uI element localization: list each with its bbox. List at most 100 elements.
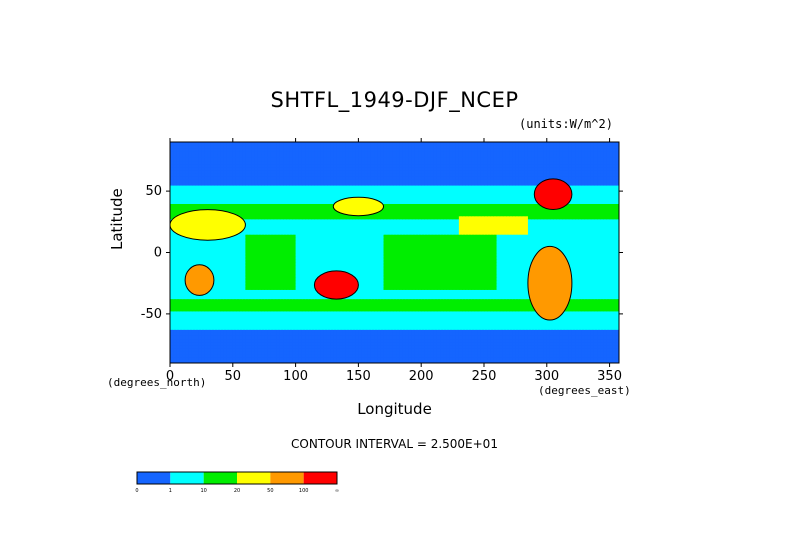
heatmap-cell <box>502 313 507 318</box>
heatmap-cell <box>364 335 369 340</box>
heatmap-cell <box>380 286 385 290</box>
heatmap-cell <box>584 341 589 346</box>
heatmap-cell <box>298 264 303 269</box>
heatmap-cell <box>581 341 586 346</box>
heatmap-cell <box>612 283 617 287</box>
heatmap-cell <box>273 295 278 300</box>
heatmap-cell <box>556 316 560 321</box>
heatmap-cell <box>188 313 193 318</box>
heatmap-cell <box>374 301 378 306</box>
heatmap-cell <box>427 307 432 312</box>
heatmap-cell <box>581 307 586 312</box>
heatmap-cell <box>267 304 272 309</box>
heatmap-cell <box>308 356 312 361</box>
heatmap-cell <box>414 270 419 275</box>
heatmap-cell <box>370 261 375 266</box>
heatmap-cell <box>257 258 262 263</box>
heatmap-cell <box>615 270 619 275</box>
heatmap-cell <box>370 332 375 336</box>
heatmap-cell <box>254 292 259 297</box>
heatmap-cell <box>465 304 469 309</box>
heatmap-cell <box>308 310 312 315</box>
heatmap-cell <box>477 289 482 293</box>
heatmap-cell <box>217 301 221 306</box>
heatmap-cell <box>477 301 482 306</box>
heatmap-cell <box>317 261 322 266</box>
heatmap-cell <box>502 310 507 315</box>
heatmap-cell <box>458 316 463 321</box>
heatmap-cell <box>198 335 202 340</box>
heatmap-cell <box>493 261 498 266</box>
heatmap-cell <box>317 310 322 315</box>
heatmap-cell <box>509 323 513 327</box>
heatmap-cell <box>292 316 297 321</box>
heatmap-cell <box>188 326 193 330</box>
heatmap-cell <box>254 338 259 343</box>
heatmap-cell <box>468 353 473 358</box>
heatmap-cell <box>298 320 303 324</box>
heatmap-cell <box>421 347 425 352</box>
heatmap-cell <box>217 329 221 333</box>
heatmap-cell <box>414 264 419 269</box>
heatmap-cell <box>549 359 554 363</box>
heatmap-cell <box>590 261 595 266</box>
heatmap-cell <box>571 301 576 306</box>
heatmap-cell <box>226 335 231 340</box>
heatmap-cell <box>185 289 190 293</box>
heatmap-cell <box>361 329 366 333</box>
heatmap-cell <box>483 283 488 287</box>
heatmap-cell <box>289 356 294 361</box>
heatmap-cell <box>320 270 325 275</box>
heatmap-cell <box>367 313 372 318</box>
heatmap-cell <box>195 298 199 303</box>
heatmap-cell <box>217 326 221 330</box>
heatmap-cell <box>195 258 199 263</box>
heatmap-cell <box>283 304 287 309</box>
heatmap-cell <box>195 316 199 321</box>
heatmap-cell <box>392 316 397 321</box>
heatmap-cell <box>323 255 328 260</box>
heatmap-cell <box>229 323 234 327</box>
heatmap-cell <box>524 255 529 260</box>
heatmap-cell <box>251 341 256 346</box>
heatmap-cell <box>515 323 520 327</box>
heatmap-cell <box>320 313 325 318</box>
heatmap-cell <box>380 313 385 318</box>
heatmap-cell <box>440 313 444 318</box>
heatmap-cell <box>427 359 432 363</box>
heatmap-cell <box>452 353 457 358</box>
heatmap-cell <box>182 295 187 300</box>
heatmap-cell <box>512 264 516 269</box>
heatmap-cell <box>556 347 560 352</box>
heatmap-cell <box>257 344 262 349</box>
heatmap-cell <box>179 323 184 327</box>
heatmap-cell <box>370 277 375 281</box>
heatmap-cell <box>534 335 538 340</box>
heatmap-cell <box>348 316 353 321</box>
heatmap-cell <box>374 326 378 330</box>
heatmap-cell <box>502 341 507 346</box>
heatmap-cell <box>273 255 278 260</box>
heatmap-cell <box>339 359 344 363</box>
heatmap-cell <box>443 320 447 324</box>
heatmap-cell <box>455 289 460 293</box>
heatmap-cell <box>568 341 573 346</box>
heatmap-cell <box>286 301 290 306</box>
heatmap-cell <box>424 270 429 275</box>
heatmap-cell <box>443 335 447 340</box>
heatmap-cell <box>314 313 319 318</box>
heatmap-cell <box>436 329 441 333</box>
heatmap-cell <box>195 295 199 300</box>
heatmap-cell <box>581 304 586 309</box>
heatmap-cell <box>210 258 215 263</box>
heatmap-cell <box>198 344 202 349</box>
heatmap-cell <box>477 353 482 358</box>
heatmap-cell <box>345 267 350 272</box>
heatmap-cell <box>261 326 265 330</box>
heatmap-cell <box>289 267 294 272</box>
heatmap-cell <box>257 261 262 266</box>
heatmap-cell <box>386 273 391 278</box>
heatmap-cell <box>283 338 287 343</box>
heatmap-cell <box>521 350 526 355</box>
heatmap-cell <box>568 329 573 333</box>
